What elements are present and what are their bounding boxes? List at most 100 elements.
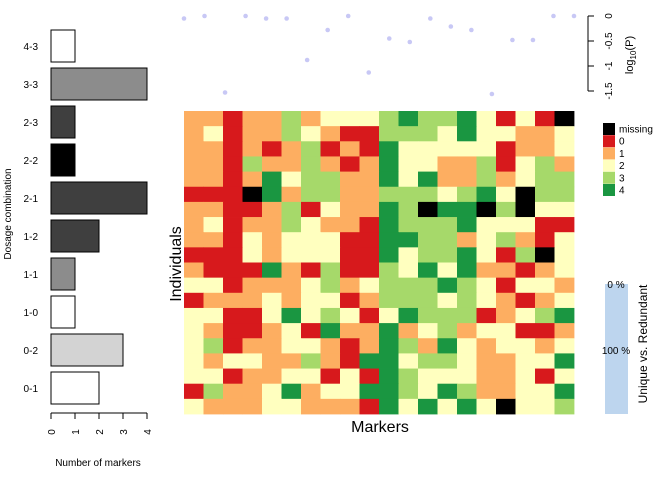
bar-x-axis-label: Number of markers: [55, 458, 141, 469]
heatmap-cell: [554, 383, 575, 400]
scatter-y-axis-label: log10(P): [624, 36, 638, 74]
heatmap-cell: [379, 141, 399, 157]
heatmap-cell: [535, 277, 555, 294]
heatmap-cell: [476, 232, 497, 248]
heatmap-cell: [418, 186, 438, 203]
bar-2-1: [50, 181, 148, 215]
heatmap-cell: [496, 323, 516, 339]
heatmap-cell: [379, 368, 399, 385]
scatter-y-tick-label: -1.5: [604, 82, 615, 100]
heatmap-cell: [242, 232, 263, 248]
bar-1-2: [50, 219, 100, 253]
heatmap-cell: [437, 171, 458, 188]
heatmap-cell: [281, 201, 302, 218]
heatmap-cell: [496, 353, 516, 369]
heatmap-cell: [554, 156, 575, 172]
heatmap-cell: [203, 171, 224, 188]
heatmap-cell: [320, 247, 341, 263]
heatmap-cell: [223, 247, 243, 263]
pvalue-point: [181, 16, 187, 21]
heatmap-cell: [535, 171, 555, 188]
heatmap-cell: [496, 217, 516, 233]
heatmap-cell: [223, 277, 243, 294]
heatmap-cell: [457, 368, 477, 385]
heatmap-cell: [515, 292, 536, 309]
heatmap-cell: [515, 307, 536, 324]
heatmap-cell: [262, 171, 282, 188]
legend-label-missing: missing: [619, 125, 653, 136]
heatmap-cell: [184, 201, 204, 218]
heatmap-cell: [359, 368, 380, 385]
scatter-y-label-sub: 10: [629, 50, 638, 59]
heatmap-cell: [418, 126, 438, 142]
heatmap-cell: [457, 126, 477, 142]
heatmap-cell: [281, 368, 302, 385]
heatmap-cell: [223, 156, 243, 172]
heatmap-cell: [184, 338, 204, 354]
pvalue-point: [222, 90, 228, 95]
heatmap-cell: [515, 368, 536, 385]
pvalue-point: [571, 13, 577, 19]
heatmap-cell: [554, 262, 575, 279]
heatmap-cell: [184, 292, 204, 309]
heatmap-cell: [223, 186, 243, 203]
heatmap-cell: [398, 171, 419, 188]
heatmap-cell: [320, 186, 341, 203]
scatter-y-label-tail: (P): [624, 36, 636, 51]
heatmap-cell: [535, 247, 555, 263]
heatmap-cell: [203, 186, 224, 203]
heatmap-cell: [437, 111, 458, 127]
heatmap-cell: [301, 171, 321, 188]
heatmap-cell: [242, 111, 263, 127]
legend-label-2: 2: [619, 161, 625, 172]
heatmap-cell: [203, 353, 224, 369]
heatmap-cell: [379, 307, 399, 324]
heatmap-cell: [476, 353, 497, 369]
heatmap-cell: [340, 247, 360, 263]
bar-1-1: [50, 257, 76, 291]
heatmap-cell: [223, 217, 243, 233]
heatmap-cell: [281, 398, 302, 415]
heatmap-cell: [320, 307, 341, 324]
heatmap-cell: [379, 171, 399, 188]
heatmap-cell: [398, 232, 419, 248]
heatmap-cell: [535, 186, 555, 203]
heatmap-cell: [301, 368, 321, 385]
heatmap-cell: [457, 111, 477, 127]
heatmap-cell: [184, 262, 204, 279]
heatmap-cell: [320, 201, 341, 218]
heatmap-cell: [379, 217, 399, 233]
heatmap-cell: [223, 323, 243, 339]
heatmap-cell: [554, 171, 575, 188]
heatmap-cell: [496, 383, 516, 400]
heatmap-cell: [242, 141, 263, 157]
heatmap-cell: [398, 398, 419, 415]
heatmap-cell: [554, 126, 575, 142]
heatmap-cell: [184, 247, 204, 263]
heatmap-cell: [203, 201, 224, 218]
heatmap-cell: [281, 141, 302, 157]
heatmap-cell: [379, 353, 399, 369]
bar-category-label: 1-0: [24, 308, 39, 319]
heatmap-cell: [184, 307, 204, 324]
heatmap-cell: [301, 292, 321, 309]
heatmap-cell: [281, 171, 302, 188]
heatmap-cell: [359, 353, 380, 369]
heatmap-cell: [340, 383, 360, 400]
dosage-bar-chart: 4-3 3-3 2-3 2-2 2-1 1-2 1-1 1-0 0-2 0-1 0 1 2 3 4 Dos…: [3, 29, 154, 469]
heatmap-cell: [535, 232, 555, 248]
scatter-y-axis: -1.5 -1 -0.5 0: [587, 13, 615, 100]
unique-tick-0: 0 %: [607, 280, 624, 291]
heatmap-cell: [359, 262, 380, 279]
heatmap-cell: [262, 111, 282, 127]
heatmap-cell: [184, 353, 204, 369]
heatmap-cell: [398, 111, 419, 127]
heatmap-cell: [476, 171, 497, 188]
bar-1-0: [50, 295, 76, 329]
heatmap-cell: [320, 277, 341, 294]
heatmap-cell: [242, 277, 263, 294]
pvalue-point: [489, 91, 495, 97]
heatmap-cell: [554, 247, 575, 263]
heatmap-cell: [554, 398, 575, 415]
heatmap-cell: [262, 292, 282, 309]
